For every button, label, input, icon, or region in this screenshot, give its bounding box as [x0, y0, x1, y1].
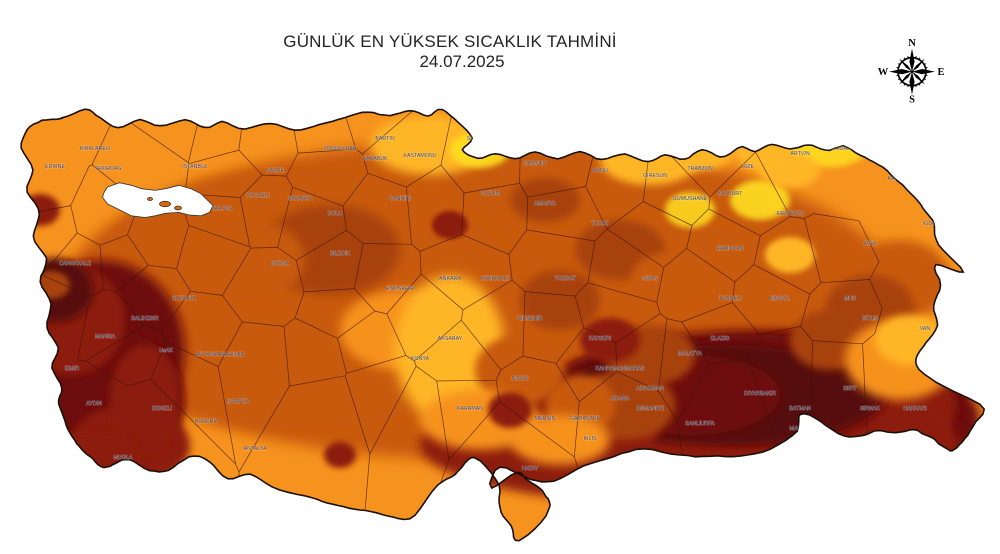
svg-text:MUS: MUS: [844, 296, 856, 302]
svg-text:BALIKESIR: BALIKESIR: [131, 316, 159, 322]
svg-text:AFYONKARAHISAR: AFYONKARAHISAR: [196, 352, 245, 358]
svg-text:SANLIURFA: SANLIURFA: [685, 421, 715, 427]
svg-text:ELAZIG: ELAZIG: [711, 336, 730, 342]
svg-text:IGDIR: IGDIR: [923, 221, 938, 227]
svg-text:DUZCE: DUZCE: [266, 168, 285, 174]
svg-text:VAN: VAN: [920, 326, 931, 332]
svg-text:ZONGULDAK: ZONGULDAK: [324, 146, 357, 152]
svg-text:KIRSEHIR: KIRSEHIR: [517, 316, 542, 322]
svg-text:SIIRT: SIIRT: [843, 386, 857, 392]
svg-text:MANISA: MANISA: [95, 334, 116, 340]
svg-text:KASTAMONU: KASTAMONU: [403, 153, 436, 159]
svg-text:CANKIRI: CANKIRI: [389, 196, 411, 202]
svg-text:GAZIANTEP: GAZIANTEP: [570, 416, 600, 422]
svg-text:NIGDE: NIGDE: [512, 376, 529, 382]
svg-text:GIRESUN: GIRESUN: [643, 173, 667, 179]
svg-text:MALATYA: MALATYA: [678, 351, 702, 357]
svg-text:S: S: [909, 95, 915, 106]
svg-text:HATAY: HATAY: [522, 466, 539, 472]
svg-text:BILECIK: BILECIK: [330, 251, 351, 257]
svg-text:TEKIRDAG: TEKIRDAG: [94, 166, 121, 172]
svg-text:BOLU: BOLU: [328, 211, 343, 217]
svg-text:KONYA: KONYA: [411, 356, 430, 362]
svg-text:AMASYA: AMASYA: [534, 201, 556, 207]
svg-text:CORUM: CORUM: [480, 191, 500, 197]
svg-text:KIRIKKALE: KIRIKKALE: [481, 276, 509, 282]
svg-text:SIRNAK: SIRNAK: [860, 406, 880, 412]
svg-text:ISTANBUL: ISTANBUL: [182, 164, 208, 170]
svg-text:KARAMAN: KARAMAN: [457, 406, 483, 412]
svg-text:BURDUR: BURDUR: [195, 419, 218, 425]
svg-text:BATMAN: BATMAN: [789, 406, 811, 412]
svg-text:DIYARBAKIR: DIYARBAKIR: [744, 391, 776, 397]
svg-text:CANAKKALE: CANAKKALE: [59, 261, 91, 267]
svg-text:BURSA: BURSA: [271, 261, 290, 267]
svg-text:AYDIN: AYDIN: [86, 401, 102, 407]
svg-text:BAYBURT: BAYBURT: [718, 191, 743, 197]
svg-text:KIRKLARELI: KIRKLARELI: [80, 146, 111, 152]
svg-text:EDIRNE: EDIRNE: [45, 164, 65, 170]
svg-text:TOKAT: TOKAT: [591, 221, 609, 227]
svg-text:ISPARTA: ISPARTA: [227, 399, 249, 405]
svg-text:ADANA: ADANA: [611, 396, 630, 402]
svg-text:ADIYAMAN: ADIYAMAN: [636, 386, 663, 392]
svg-text:BARTIN: BARTIN: [375, 136, 395, 142]
svg-text:ANKARA: ANKARA: [439, 276, 461, 282]
svg-text:RIZE: RIZE: [742, 164, 755, 170]
svg-text:KAHRAMANMARAS: KAHRAMANMARAS: [596, 366, 645, 372]
svg-text:BINGOL: BINGOL: [770, 296, 790, 302]
svg-text:MERSIN: MERSIN: [535, 416, 556, 422]
svg-text:ARTVIN: ARTVIN: [790, 151, 810, 157]
svg-text:SIVAS: SIVAS: [642, 276, 658, 282]
svg-text:MARDIN: MARDIN: [790, 426, 811, 432]
svg-text:BITLIS: BITLIS: [862, 316, 879, 322]
svg-text:UsAK: UsAK: [159, 348, 173, 354]
svg-text:YOZGAT: YOZGAT: [554, 276, 576, 282]
svg-text:SAKARYA: SAKARYA: [288, 196, 313, 202]
svg-text:ERZINCAN: ERZINCAN: [716, 246, 743, 252]
svg-text:YALOVA: YALOVA: [212, 206, 233, 212]
svg-text:DENIZLI: DENIZLI: [152, 406, 172, 412]
svg-text:OSMANIYE: OSMANIYE: [636, 406, 664, 412]
svg-text:KARABUK: KARABUK: [362, 156, 388, 162]
svg-text:KOCAELI: KOCAELI: [247, 193, 270, 199]
svg-text:ANTALYA: ANTALYA: [244, 446, 267, 452]
svg-text:HAKKARI: HAKKARI: [903, 406, 926, 412]
svg-text:GUMUSHANE: GUMUSHANE: [673, 196, 708, 202]
svg-text:TUNCELI: TUNCELI: [719, 296, 742, 302]
svg-text:KILIS: KILIS: [584, 436, 597, 442]
svg-text:KUTAHYA: KUTAHYA: [172, 296, 197, 302]
svg-text:ERZURUM: ERZURUM: [777, 211, 803, 217]
svg-text:KAYSERI: KAYSERI: [589, 336, 612, 342]
svg-text:IZMIR: IZMIR: [65, 366, 80, 372]
svg-text:SINOP: SINOP: [467, 136, 484, 142]
svg-text:ORDU: ORDU: [592, 168, 608, 174]
svg-text:ESKISEHIR: ESKISEHIR: [386, 286, 414, 292]
svg-text:SAMSUN: SAMSUN: [524, 161, 547, 167]
svg-text:TRABZON: TRABZON: [687, 166, 712, 172]
svg-text:AGRI: AGRI: [864, 241, 877, 247]
svg-text:AKSARAY: AKSARAY: [438, 336, 463, 342]
